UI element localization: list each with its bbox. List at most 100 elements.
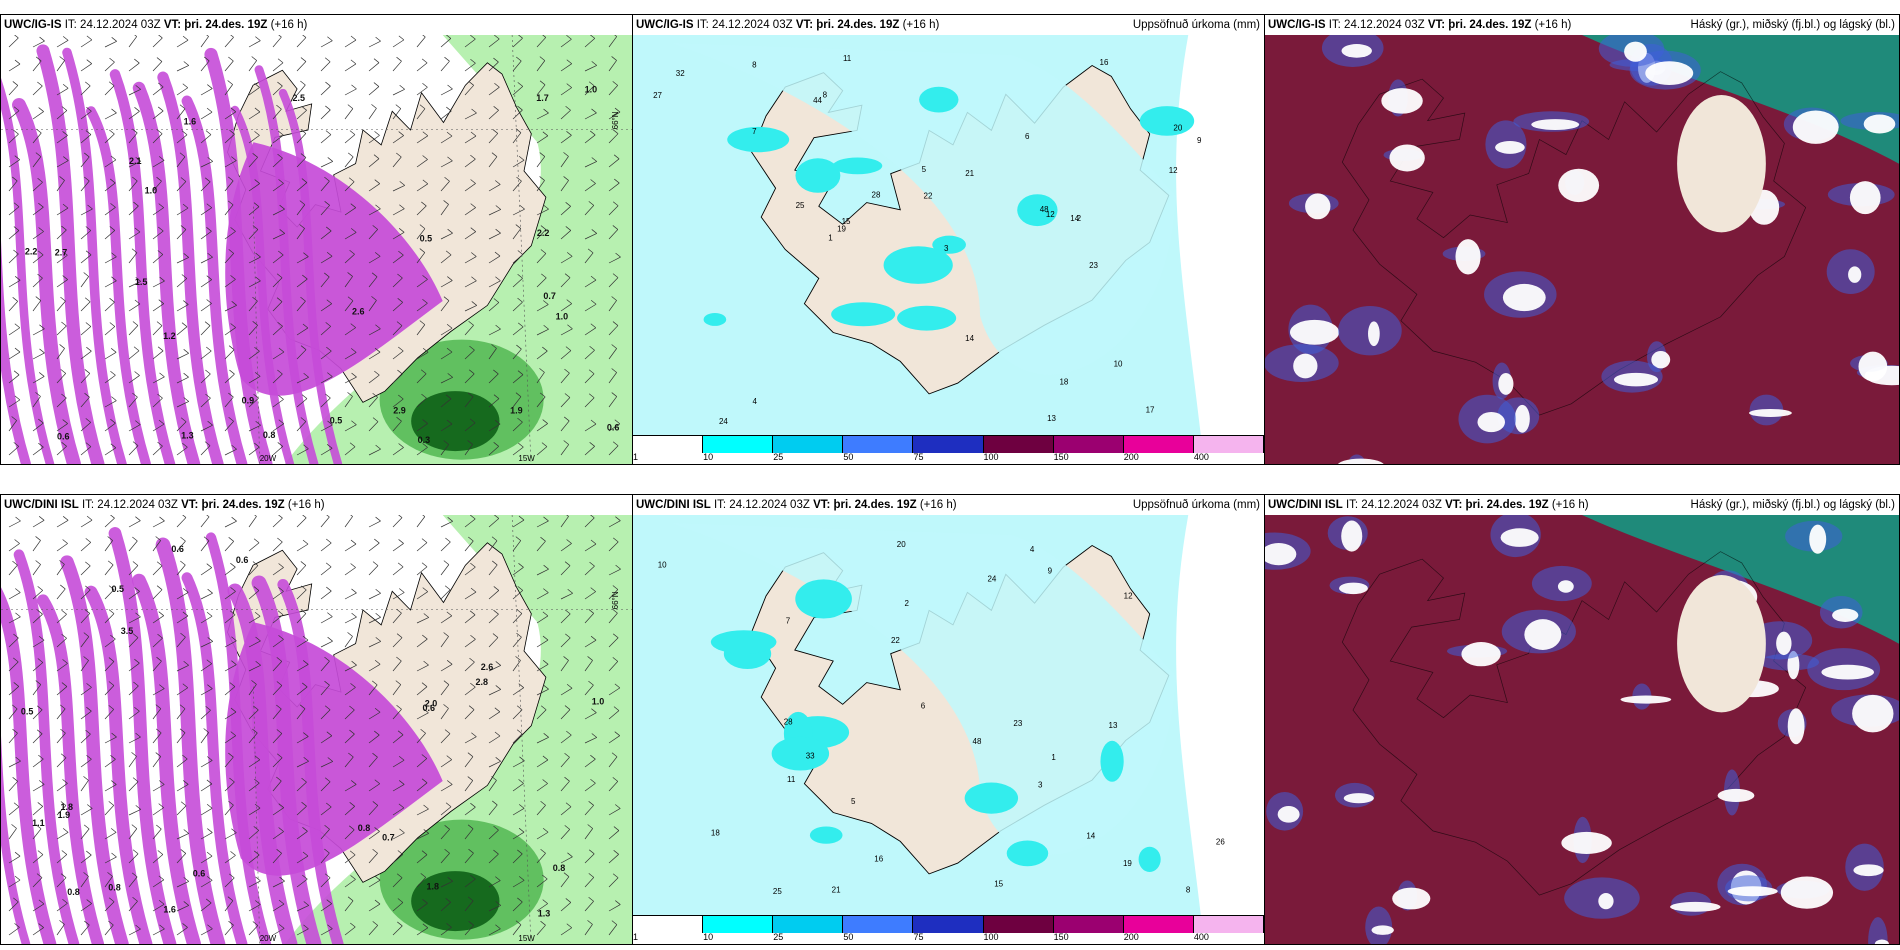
colorbar-tick-label: 10 bbox=[703, 932, 714, 942]
wind-barb bbox=[368, 370, 380, 384]
wind-barb bbox=[104, 443, 117, 456]
wind-barb bbox=[512, 392, 522, 408]
wind-barb bbox=[56, 704, 66, 720]
precip-value-label: 20 bbox=[1173, 124, 1182, 133]
precip-value-label: 1.3 bbox=[538, 908, 551, 918]
precip-value-label: 5 bbox=[922, 165, 927, 174]
wind-barb bbox=[200, 756, 213, 768]
wind-barb bbox=[32, 324, 45, 336]
map-clouds[interactable] bbox=[1265, 515, 1899, 944]
wind-barb bbox=[416, 224, 426, 240]
wind-barb bbox=[80, 152, 90, 168]
precip-value-label: 19 bbox=[837, 225, 846, 234]
wind-barb bbox=[224, 537, 234, 552]
wind-barb bbox=[536, 152, 546, 168]
wind-barb bbox=[440, 755, 452, 768]
wind-barb bbox=[176, 442, 188, 456]
wind-barb bbox=[608, 419, 621, 432]
wind-barb bbox=[272, 204, 285, 216]
map-wind-precip[interactable]: 66°N 20W 15W 1.0 0.5 0.6 0.6 2.7 1.9 2.5 1.5 0.7 2.9… bbox=[1, 35, 632, 464]
wind-barb bbox=[128, 299, 141, 312]
wind-barb bbox=[608, 392, 618, 408]
wind-barb bbox=[56, 106, 68, 120]
wind-barb bbox=[488, 757, 501, 768]
wind-barb bbox=[80, 442, 92, 456]
wind-barb bbox=[608, 920, 618, 936]
wind-barb bbox=[368, 588, 381, 600]
wind-barb bbox=[440, 84, 453, 96]
precip-value-label: 16 bbox=[1100, 58, 1109, 67]
wind-barb bbox=[464, 369, 475, 384]
wind-barb bbox=[536, 684, 549, 696]
wind-barb bbox=[152, 752, 162, 768]
precip-value-label: 1.8 bbox=[426, 882, 439, 892]
wind-barb bbox=[56, 560, 65, 576]
clear-sky-patch bbox=[1389, 144, 1425, 172]
clear-sky-patch bbox=[1558, 168, 1600, 203]
precip-value-label: 0.5 bbox=[420, 234, 433, 244]
wind-barb bbox=[320, 705, 331, 720]
clear-sky-patch bbox=[1780, 876, 1834, 909]
precip-value-label: 22 bbox=[924, 192, 933, 201]
precip-band bbox=[1, 78, 55, 464]
wind-barb bbox=[80, 632, 90, 648]
map-wind-precip[interactable]: 66°N 20W 15W 0.8 0.6 0.6 0.8 1.9 1.1 1.0 1.8 2.6 0.7… bbox=[1, 515, 632, 944]
wind-barb bbox=[344, 780, 357, 792]
wind-barb bbox=[536, 204, 549, 216]
wind-barb bbox=[32, 177, 43, 192]
wind-barb bbox=[608, 201, 619, 216]
wind-barb bbox=[128, 587, 140, 600]
wind-barb bbox=[200, 804, 213, 816]
wind-barb bbox=[104, 297, 115, 312]
wind-barb bbox=[608, 321, 619, 336]
wind-barb bbox=[176, 728, 186, 744]
wind-barb bbox=[296, 585, 307, 600]
wind-barb bbox=[584, 61, 597, 72]
panel-header: UWC/IG-IS IT: 24.12.2024 03Z VT: þri. 24… bbox=[633, 15, 1264, 35]
map-clouds[interactable] bbox=[1265, 35, 1899, 464]
wind-barb bbox=[176, 274, 188, 288]
wind-barb bbox=[104, 515, 115, 528]
wind-map-canvas: 66°N 20W 15W 1.0 0.5 0.6 0.6 2.7 1.9 2.5 1.5 0.7 2.9… bbox=[1, 35, 632, 464]
wind-barb bbox=[512, 56, 522, 72]
wind-barb bbox=[176, 780, 189, 792]
precip-value-label: 0.6 bbox=[607, 423, 620, 433]
wind-barb bbox=[8, 560, 18, 576]
map-accum-precip[interactable]: 8 9 13 14 12 6 3 17 23 24 19 25 16 20 18 32 21 15 10 11 22 27… bbox=[633, 35, 1264, 436]
wind-barb bbox=[32, 635, 45, 648]
wind-barb bbox=[560, 752, 570, 768]
precip-value-label: 24 bbox=[987, 574, 996, 583]
wind-barb bbox=[584, 229, 597, 240]
wind-barb bbox=[440, 35, 452, 48]
wind-barb bbox=[32, 680, 42, 696]
wind-barb bbox=[392, 850, 404, 864]
wind-barb bbox=[536, 920, 546, 936]
colorbar-swatch bbox=[633, 436, 704, 453]
wind-barb bbox=[8, 370, 20, 384]
wind-barb bbox=[488, 731, 501, 744]
precip-value-label: 0.8 bbox=[358, 823, 371, 833]
clear-sky-patch bbox=[1853, 864, 1884, 877]
colorbar-tick-label: 25 bbox=[773, 452, 784, 462]
wind-barb bbox=[584, 248, 594, 264]
wind-barb bbox=[296, 35, 307, 48]
wind-barb bbox=[512, 827, 525, 840]
map-accum-precip[interactable]: 10 7 8 9 11 25 20 21 19 18 16 13 14 12 23 33 26 24 22 28 48 1… bbox=[633, 515, 1264, 916]
wind-barb bbox=[392, 730, 404, 744]
wind-barb bbox=[224, 176, 234, 192]
wind-barb bbox=[56, 920, 65, 936]
wind-barb bbox=[368, 730, 380, 744]
wind-barb bbox=[296, 323, 309, 336]
wind-barb bbox=[272, 369, 283, 384]
wind-barb bbox=[416, 155, 428, 168]
wind-barb bbox=[560, 852, 573, 864]
precip-band bbox=[1, 735, 31, 944]
wind-barb bbox=[320, 757, 333, 768]
wind-barb bbox=[464, 562, 476, 576]
wind-barb bbox=[608, 273, 619, 288]
clear-sky-patch bbox=[1852, 694, 1894, 733]
wind-barb bbox=[416, 729, 426, 744]
wind-barb bbox=[104, 560, 114, 576]
wind-barb bbox=[344, 152, 354, 168]
wind-barb bbox=[584, 754, 596, 768]
